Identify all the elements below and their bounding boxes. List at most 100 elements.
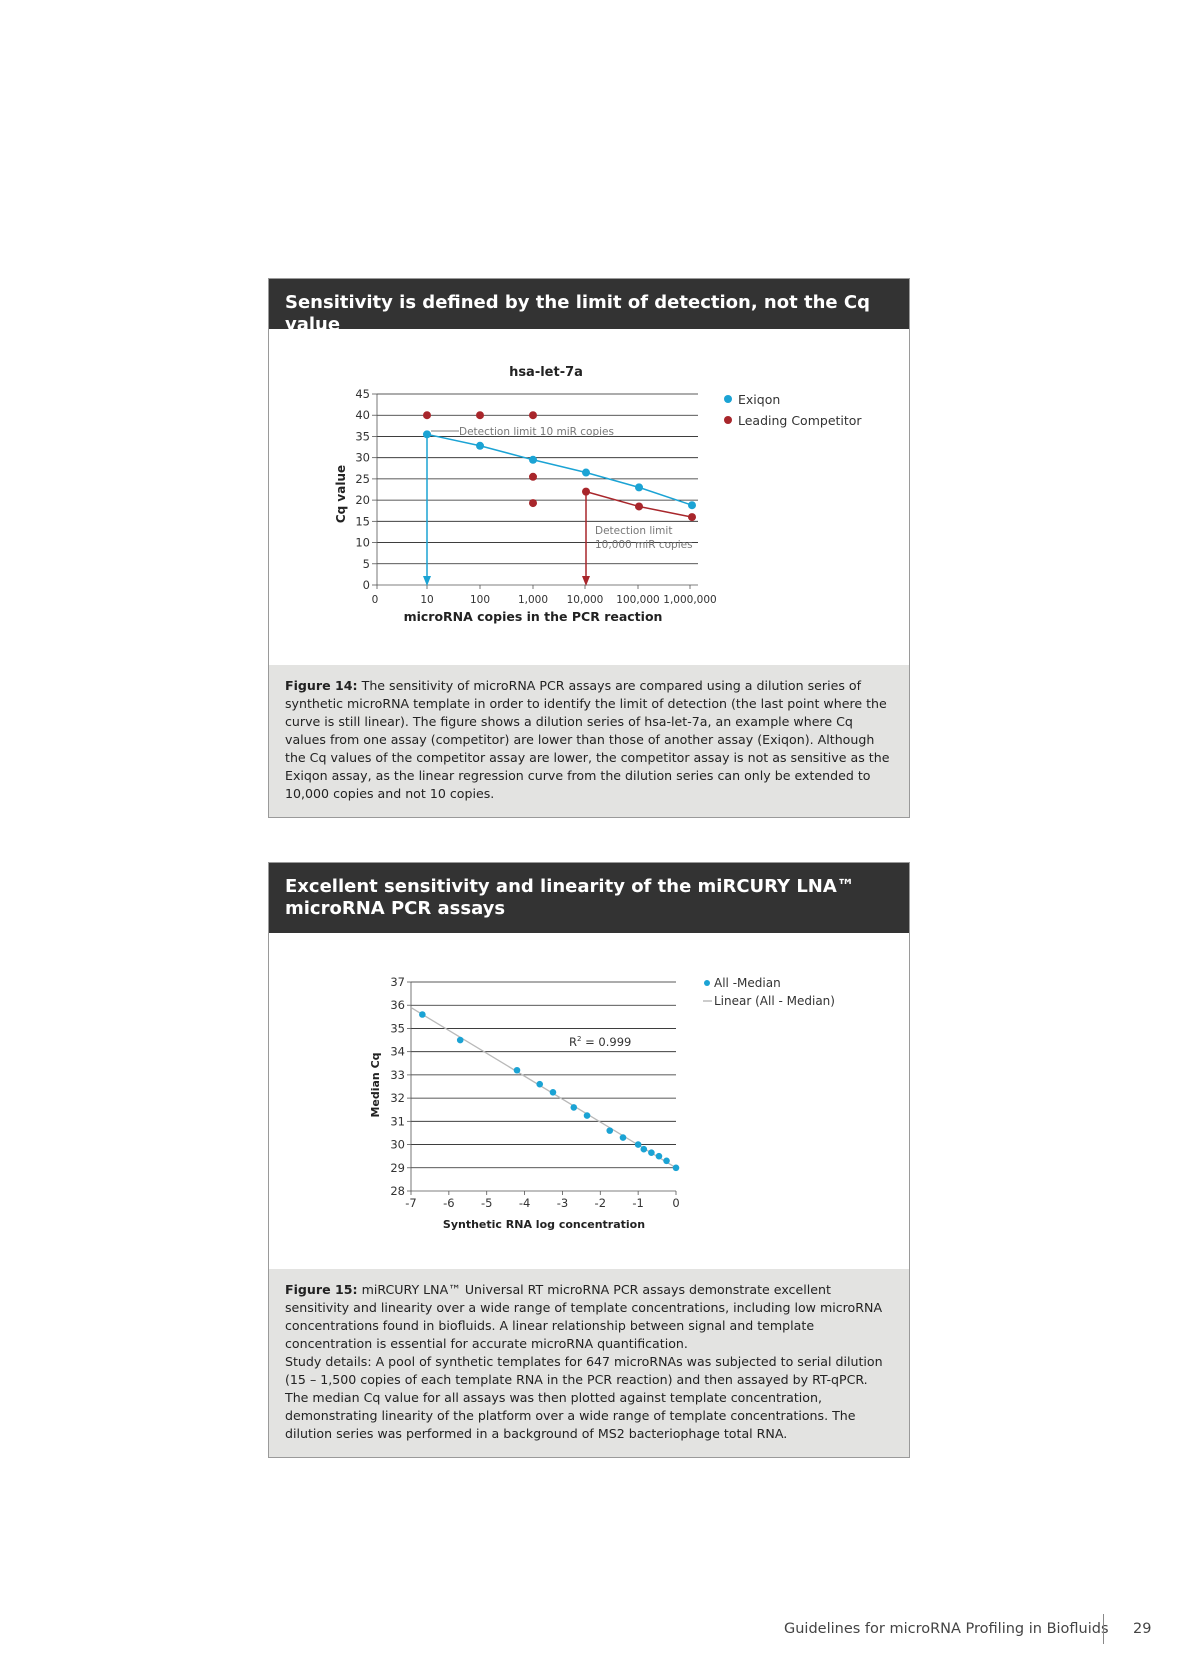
data-point-exiqon: [635, 483, 643, 492]
detection-arrowhead-exiqon: [423, 576, 431, 586]
data-point-competitor: [529, 411, 537, 420]
chart-title: hsa-let-7a: [509, 365, 583, 380]
legend-marker-exiqon: [724, 395, 732, 403]
data-point-exiqon: [688, 501, 696, 510]
r-squared-label: R2 = 0.999: [569, 1035, 631, 1049]
caption-label: Figure 14:: [285, 678, 358, 693]
figure-caption: Figure 14: The sensitivity of microRNA P…: [269, 665, 909, 817]
y-tick-label: 32: [390, 1091, 405, 1105]
y-tick-label: 45: [355, 387, 370, 401]
caption-label: Figure 15:: [285, 1282, 358, 1297]
data-point-median: [583, 1112, 591, 1119]
data-point-exiqon: [476, 441, 484, 450]
legend-marker-median: [704, 980, 710, 986]
x-tick-label: 1,000,000: [663, 594, 716, 606]
x-tick-label: -7: [405, 1196, 416, 1210]
study-details: Study details: A pool of synthetic templ…: [285, 1354, 883, 1387]
y-tick-label: 0: [363, 578, 370, 592]
x-tick-label: -1: [632, 1196, 643, 1210]
y-tick-label: 25: [355, 472, 370, 486]
figure-15-panel: Excellent sensitivity and linearity of t…: [268, 862, 910, 1458]
data-point-competitor: [688, 513, 696, 522]
x-tick-label: 10,000: [567, 594, 604, 606]
page-number: 29: [1133, 1621, 1152, 1637]
y-tick-label: 30: [390, 1138, 405, 1152]
annotation-10000-copies: 10,000 miR copies: [595, 539, 693, 551]
annotation-detection-limit: Detection limit: [595, 525, 672, 537]
data-point-median: [672, 1164, 680, 1172]
chart-area: 28 29 30 31 32 33 34 35 36 37 -7 -6 -5 -4 -3 -2 -1 0 Synth…: [269, 933, 909, 1269]
y-axis-label: Median Cq: [369, 1052, 382, 1117]
study-details-continued: The median Cq value for all assays was t…: [285, 1390, 856, 1441]
detection-arrowhead-competitor: [582, 576, 590, 586]
x-tick-label: -4: [519, 1196, 530, 1210]
data-point-median: [640, 1145, 648, 1153]
figure-caption: Figure 15: miRCURY LNA™ Universal RT mic…: [269, 1269, 909, 1457]
y-tick-label: 36: [390, 998, 405, 1012]
y-axis-label: Cq value: [334, 465, 348, 523]
y-tick-label: 33: [390, 1068, 405, 1082]
data-point-median: [655, 1152, 663, 1160]
data-point-competitor: [635, 502, 643, 511]
legend-marker-competitor: [724, 416, 732, 424]
x-tick-label: -5: [481, 1196, 492, 1210]
footer-title: Guidelines for microRNA Profiling in Bio…: [784, 1621, 1109, 1637]
data-point-median: [663, 1157, 670, 1165]
y-tick-label: 5: [363, 557, 370, 571]
data-point-competitor: [529, 472, 537, 481]
exiqon-regression-line: [426, 433, 693, 506]
y-tick-label: 31: [390, 1114, 405, 1128]
data-point-median: [456, 1036, 464, 1044]
caption-text: miRCURY LNA™ Universal RT microRNA PCR a…: [285, 1282, 883, 1351]
data-point-competitor: [423, 411, 431, 420]
linear-trendline: [410, 1006, 677, 1169]
data-point-exiqon: [529, 455, 537, 464]
data-point-median: [549, 1089, 557, 1096]
y-tick-label: 28: [390, 1184, 405, 1198]
legend-label-median: All -Median: [714, 976, 781, 990]
chart-area: hsa-let-7a 0 5 10 15 20 25 30 35 40 45 0 10 100 1,000 1…: [269, 329, 909, 665]
data-point-exiqon: [582, 468, 590, 477]
y-tick-label: 35: [390, 1021, 405, 1035]
y-tick-label: 30: [355, 451, 370, 465]
data-point-median: [419, 1011, 426, 1018]
data-point-median: [634, 1141, 642, 1148]
data-point-median: [648, 1149, 655, 1156]
x-tick-label: -3: [557, 1196, 568, 1210]
x-tick-label: 0: [672, 1196, 679, 1210]
x-tick-label: 100: [470, 594, 490, 606]
annotation-detection-limit-10: Detection limit 10 miR copies: [459, 426, 614, 438]
section-heading: Sensitivity is defined by the limit of d…: [269, 279, 909, 335]
x-tick-label: 10: [420, 594, 433, 606]
legend-label-competitor: Leading Competitor: [738, 413, 862, 428]
caption-text: The sensitivity of microRNA PCR assays a…: [285, 678, 890, 801]
y-tick-label: 35: [355, 429, 370, 443]
x-tick-label: 1,000: [518, 594, 548, 606]
y-tick-label: 40: [355, 408, 370, 422]
data-point-competitor: [476, 411, 484, 420]
chart-hsa-let-7a: hsa-let-7a 0 5 10 15 20 25 30 35 40 45 0 10 100 1,000 1…: [334, 365, 862, 624]
figure-14-panel: Sensitivity is defined by the limit of d…: [268, 278, 910, 818]
data-point-median: [619, 1134, 627, 1141]
data-point-median: [570, 1104, 578, 1111]
y-tick-label: 15: [355, 514, 370, 528]
y-tick-label: 29: [390, 1161, 405, 1175]
data-point-median: [536, 1080, 544, 1088]
data-point-median: [513, 1066, 521, 1074]
data-point-competitor: [529, 499, 537, 508]
x-tick-label: -2: [595, 1196, 606, 1210]
y-tick-label: 37: [390, 975, 405, 989]
chart-median-cq: 28 29 30 31 32 33 34 35 36 37 -7 -6 -5 -4 -3 -2 -1 0 Synth…: [369, 975, 835, 1231]
footer-divider: [1103, 1614, 1104, 1644]
y-tick-label: 20: [355, 493, 370, 507]
data-point-median: [606, 1127, 614, 1134]
legend-label-exiqon: Exiqon: [738, 392, 780, 407]
x-tick-label: 100,000: [616, 594, 659, 606]
data-point-exiqon: [423, 430, 431, 439]
legend-label-linear: Linear (All - Median): [714, 994, 835, 1008]
y-tick-label: 10: [355, 536, 370, 550]
x-axis-label: Synthetic RNA log concentration: [443, 1218, 645, 1231]
x-tick-label: -6: [443, 1196, 454, 1210]
x-axis-label: microRNA copies in the PCR reaction: [404, 609, 663, 624]
data-point-competitor: [582, 487, 590, 496]
